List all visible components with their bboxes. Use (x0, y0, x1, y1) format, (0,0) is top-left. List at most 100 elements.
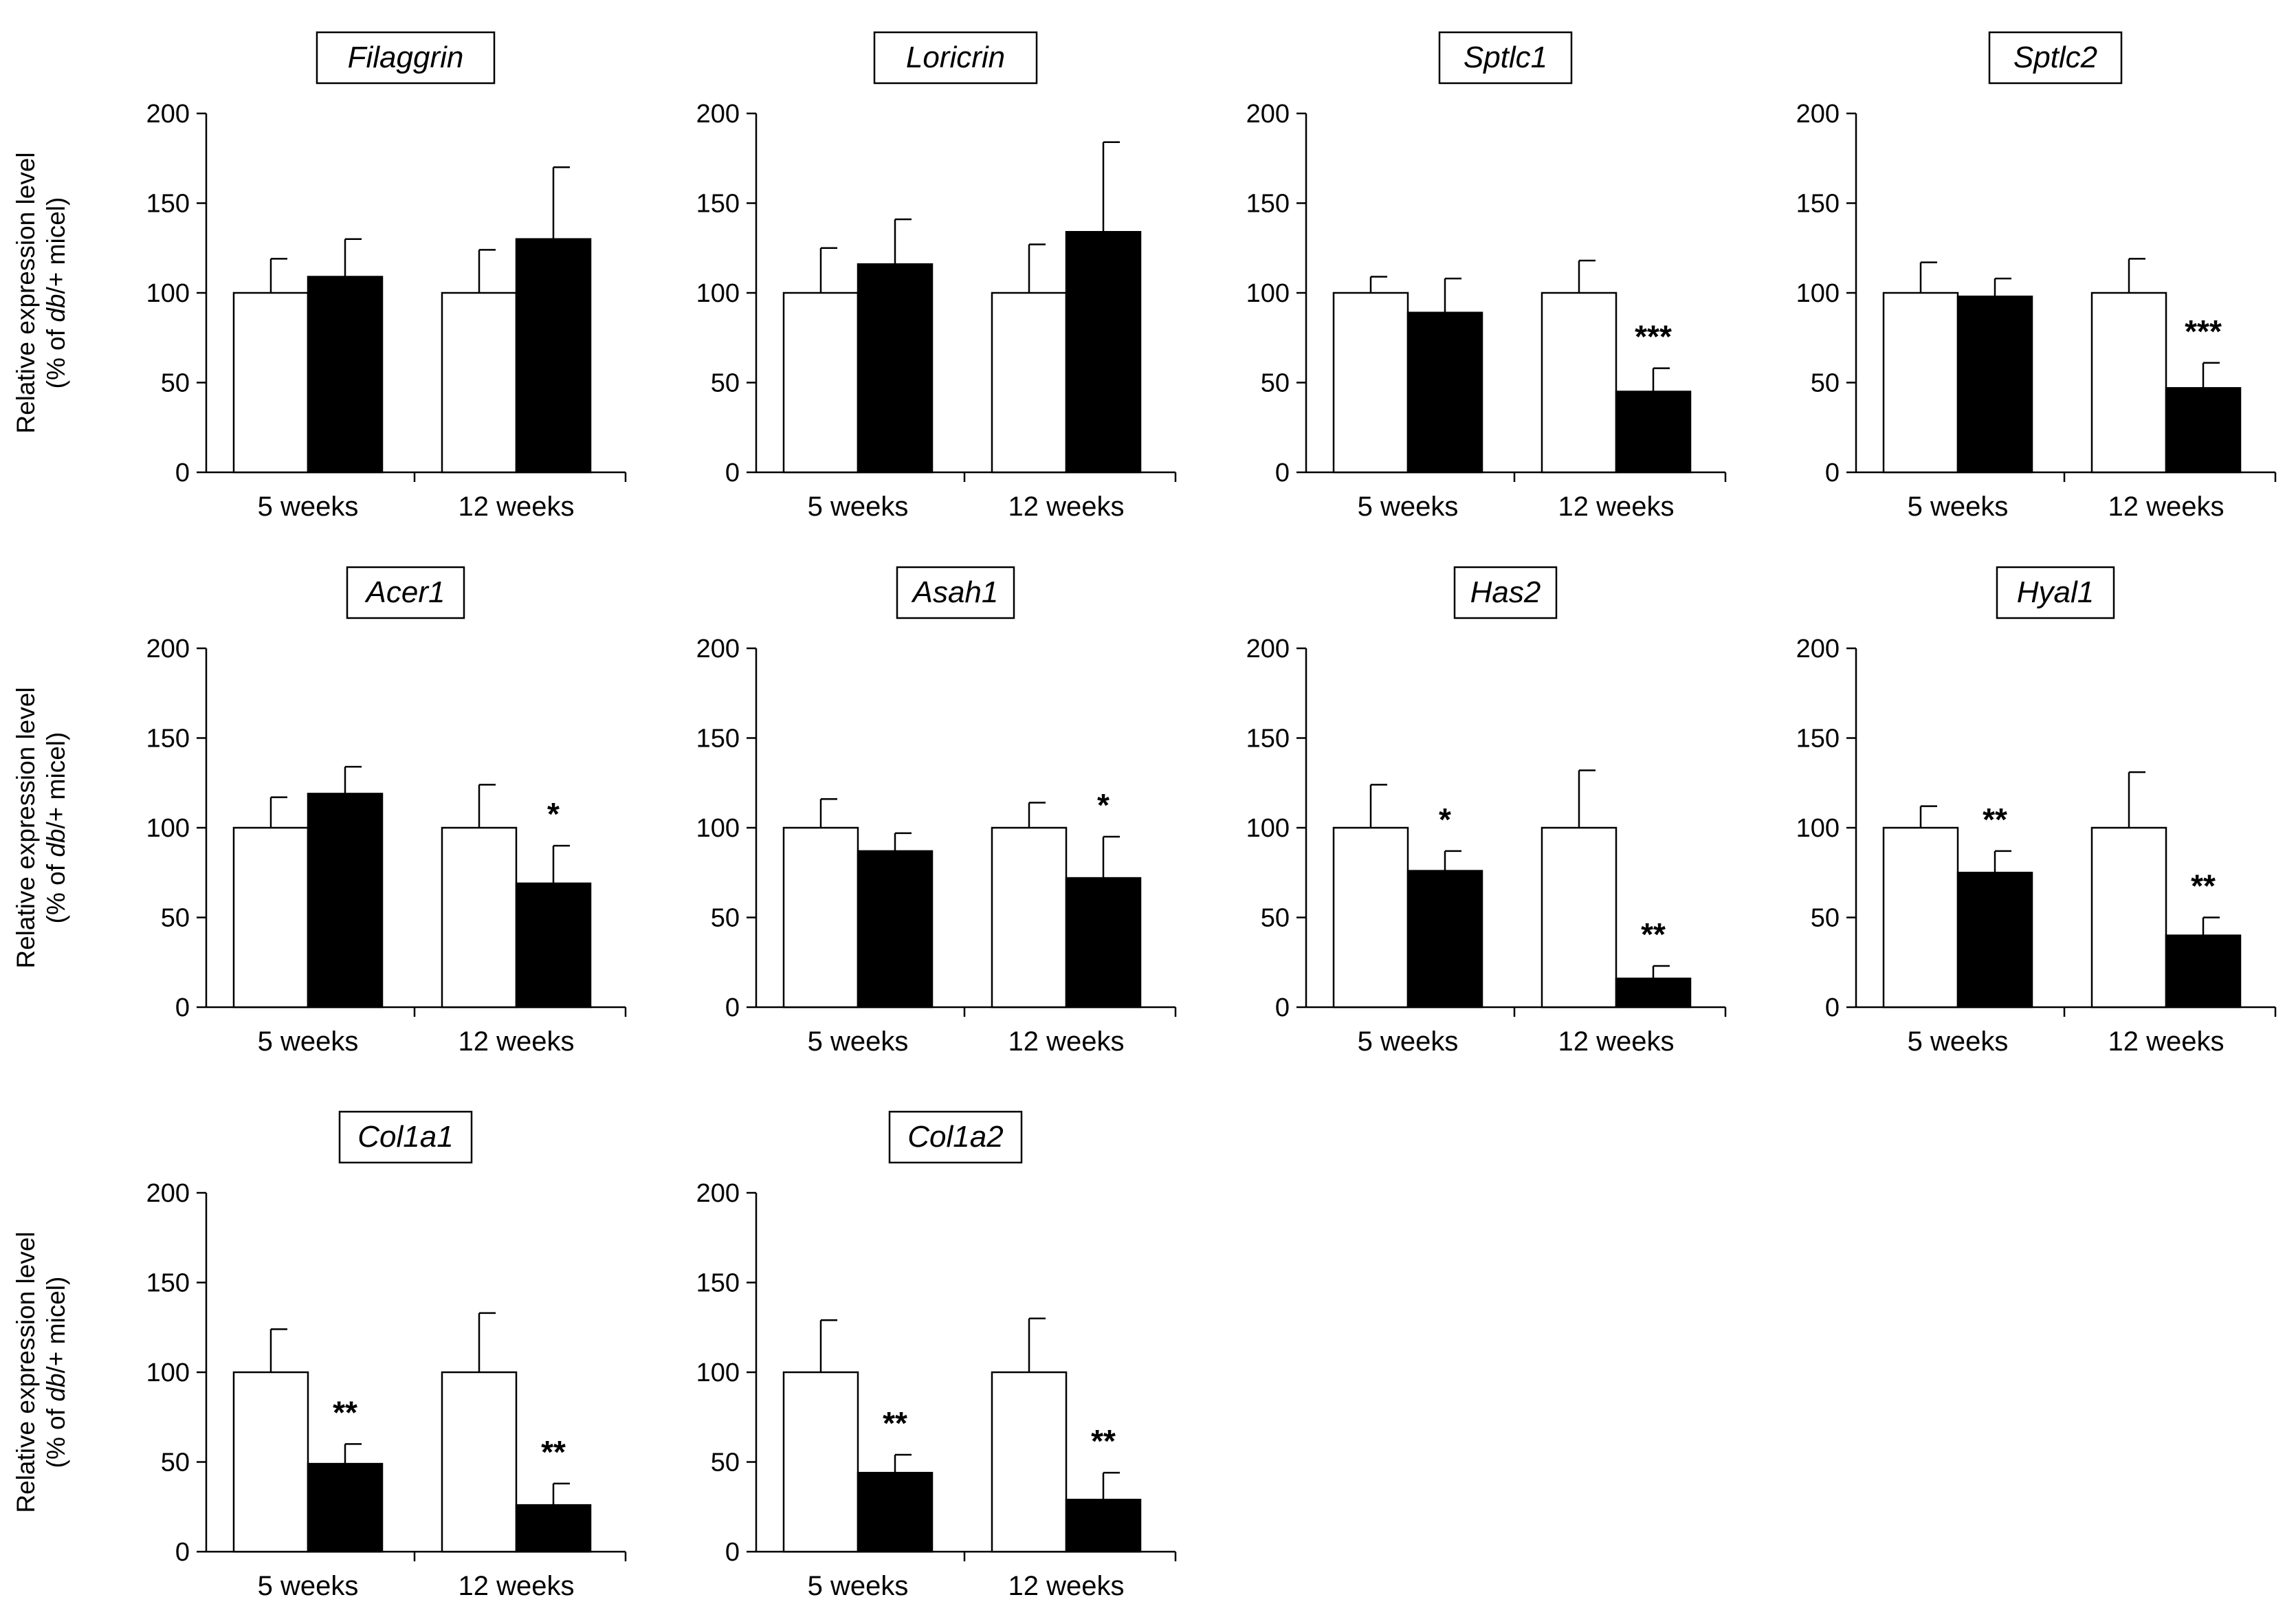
y-tick-label: 200 (1246, 100, 1290, 129)
y-tick-label: 50 (711, 369, 740, 398)
bar-control (782, 826, 859, 1009)
bar-control (441, 826, 518, 1009)
y-tick-label: 50 (161, 369, 190, 398)
y-tick-label: 100 (1246, 279, 1290, 308)
bar-control (2090, 292, 2167, 474)
bar-treated (1956, 295, 2033, 474)
significance-marker: * (547, 796, 560, 832)
y-tick-label: 50 (1811, 369, 1840, 398)
x-category-label: 12 weeks (1008, 492, 1125, 522)
y-tick-label: 0 (1275, 459, 1290, 487)
y-axis-title-suffix: /+ micel) (42, 197, 70, 294)
bar-control (441, 292, 518, 474)
bar-treated (1406, 311, 1483, 474)
y-tick-label: 150 (696, 725, 740, 754)
y-tick-label: 0 (725, 993, 740, 1022)
significance-marker: ** (1091, 1423, 1116, 1459)
chart-has2: Has2 0 50 100 150 200 5 weeks * 12 weeks ** (1246, 566, 1727, 1057)
y-tick-label: 50 (1261, 369, 1290, 398)
x-category-label: 12 weeks (1558, 492, 1675, 522)
bar-control (1541, 826, 1618, 1009)
x-category-label: 5 weeks (258, 492, 359, 522)
y-tick-label: 100 (1246, 814, 1290, 843)
y-tick-label: 100 (1796, 279, 1840, 308)
y-tick-label: 150 (1796, 190, 1840, 219)
x-category-label: 12 weeks (2108, 492, 2225, 522)
y-axis-title-line1: Relative expression level (12, 152, 40, 433)
bar-treated (1406, 870, 1483, 1009)
significance-marker: ** (883, 1405, 907, 1441)
bar-treated (857, 850, 934, 1009)
y-tick-label: 200 (1796, 100, 1840, 129)
significance-marker: * (1097, 787, 1110, 823)
chart-col1a1: Col1a1 0 50 100 150 200 5 weeks ** 12 weeks ** (146, 1110, 627, 1601)
y-tick-label: 100 (696, 1358, 740, 1387)
chart-title: Sptlc1 (1464, 41, 1547, 74)
chart-sptlc1: Sptlc1 0 50 100 150 200 5 weeks 12 weeks *** (1246, 31, 1727, 522)
y-axis-title-line1: Relative expression level (12, 1231, 40, 1512)
x-category-label: 12 weeks (459, 492, 575, 522)
y-axis-title-prefix: (% of (42, 322, 70, 389)
bar-treated (2165, 387, 2242, 474)
chart-asah1: Asah1 0 50 100 150 200 5 weeks 12 weeks * (696, 566, 1177, 1057)
bar-control (1332, 292, 1409, 474)
bar-treated (857, 1471, 934, 1553)
y-tick-label: 150 (146, 725, 190, 754)
chart-title: Asah1 (911, 575, 999, 609)
y-tick-label: 200 (696, 100, 740, 129)
significance-marker: ** (541, 1434, 566, 1470)
chart-title-box (888, 1110, 1023, 1164)
y-tick-label: 0 (175, 993, 190, 1022)
y-axis-title-suffix: /+ micel) (42, 732, 70, 829)
bar-control (2090, 826, 2167, 1009)
chart-title-box (1996, 566, 2115, 619)
y-tick-label: 200 (1246, 635, 1290, 663)
significance-marker: * (1439, 802, 1451, 837)
bar-treated (1615, 390, 1692, 474)
significance-marker: ** (1641, 916, 1666, 952)
x-category-label: 12 weeks (1558, 1026, 1675, 1057)
y-axis-title-italic: db (42, 829, 70, 857)
x-category-label: 5 weeks (258, 1026, 359, 1057)
chart-hyal1: Hyal1 0 50 100 150 200 5 weeks ** 12 weeks ** (1796, 566, 2277, 1057)
y-axis-title-italic: db (42, 1374, 70, 1402)
bar-treated (1956, 872, 2033, 1009)
chart-title: Acer1 (364, 575, 445, 609)
bar-control (232, 826, 309, 1009)
y-tick-label: 0 (1275, 993, 1290, 1022)
bar-treated (307, 276, 384, 474)
y-tick-label: 50 (161, 904, 190, 933)
y-tick-label: 100 (696, 814, 740, 843)
bar-treated (1065, 1499, 1142, 1553)
bar-treated (515, 1504, 592, 1553)
chart-loricrin: Loricrin 0 50 100 150 200 5 weeks 12 weeks (696, 31, 1177, 522)
bar-control (782, 292, 859, 474)
y-tick-label: 50 (711, 904, 740, 933)
y-tick-label: 100 (146, 814, 190, 843)
x-category-label: 12 weeks (1008, 1026, 1125, 1057)
bar-control (991, 1371, 1068, 1553)
bar-treated (307, 793, 384, 1009)
y-axis-title-row-1: Relative expression level (% of db/+ mice… (12, 152, 70, 433)
y-tick-label: 150 (146, 190, 190, 219)
bar-treated (1065, 877, 1142, 1009)
y-tick-label: 0 (175, 459, 190, 487)
significance-marker: ** (2191, 868, 2216, 904)
chart-title: Sptlc2 (2013, 41, 2097, 74)
bar-control (991, 826, 1068, 1009)
y-tick-label: 0 (1825, 993, 1840, 1022)
y-axis-title-line2: (% of db/+ micel) (42, 197, 70, 389)
y-tick-label: 50 (161, 1449, 190, 1477)
chart-title-box (346, 566, 465, 619)
y-axis-title-prefix: (% of (42, 1402, 70, 1468)
y-tick-label: 0 (725, 459, 740, 487)
bar-control (232, 1371, 309, 1553)
x-category-label: 12 weeks (2108, 1026, 2225, 1057)
chart-title: Hyal1 (2017, 575, 2095, 609)
y-axis-title-line1: Relative expression level (12, 687, 40, 968)
y-axis-title-line2: (% of db/+ micel) (42, 1277, 70, 1468)
y-axis-title-suffix: /+ micel) (42, 1277, 70, 1374)
y-tick-label: 200 (146, 635, 190, 663)
chart-title: Col1a2 (907, 1120, 1003, 1154)
